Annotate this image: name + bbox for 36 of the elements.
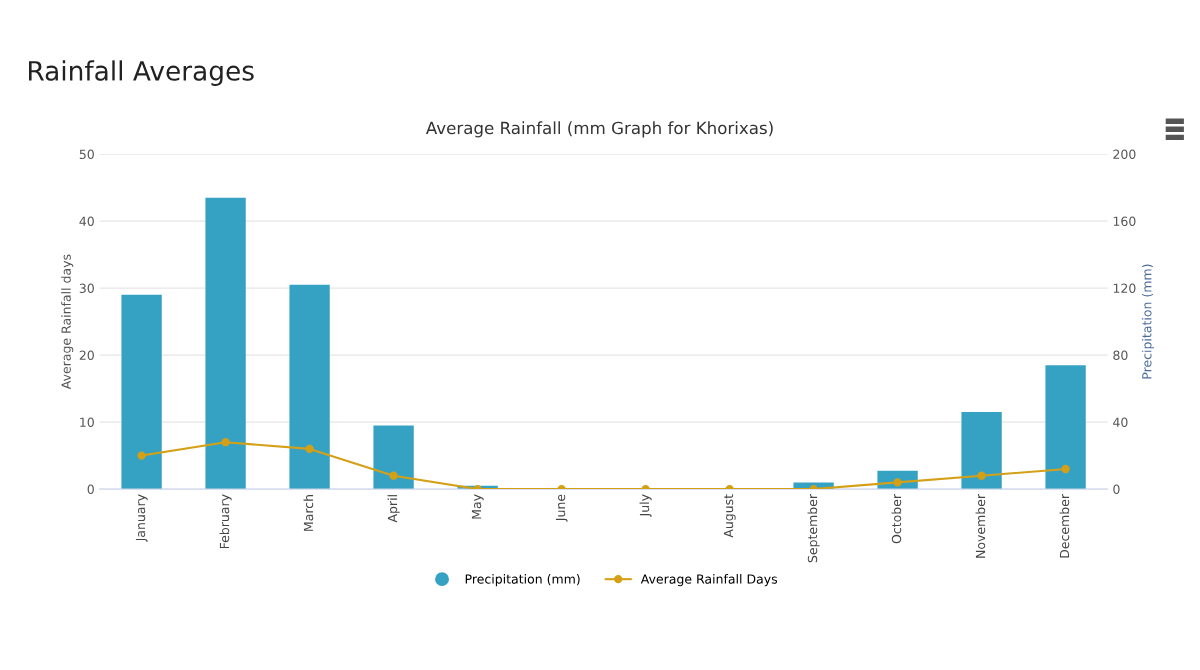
- bar: [121, 294, 162, 490]
- bar: [373, 425, 414, 490]
- legend-label: Average Rainfall Days: [640, 574, 778, 587]
- y-tick-label: 30: [79, 283, 94, 294]
- legend-label: Precipitation (mm): [465, 574, 580, 587]
- y2-tick-label: 160: [1113, 216, 1136, 227]
- x-tick-label: March: [303, 495, 314, 531]
- y-tick-label: 40: [79, 216, 94, 227]
- y-tick-label: 50: [79, 149, 94, 160]
- x-tick-label: June: [555, 494, 568, 522]
- y-tick-label: 20: [79, 350, 94, 361]
- x-tick-label: August: [723, 494, 736, 538]
- y-tick-label: 10: [80, 417, 94, 428]
- x-tick-label: October: [891, 493, 902, 544]
- y-tick-label: 0: [87, 484, 94, 495]
- x-tick-label: May: [471, 494, 484, 519]
- bar: [961, 412, 1002, 490]
- x-tick-label: November: [975, 493, 986, 558]
- bar: [205, 197, 246, 490]
- x-tick-label: December: [1059, 493, 1070, 558]
- bar: [289, 284, 330, 490]
- y2-tick-label: 40: [1113, 417, 1128, 428]
- x-tick-label: September: [807, 493, 820, 563]
- y2-tick-label: 120: [1113, 283, 1136, 294]
- x-tick-label: January: [135, 494, 148, 542]
- y2-tick-label: 0: [1113, 484, 1120, 495]
- bar: [1045, 365, 1086, 490]
- x-tick-label: April: [387, 495, 400, 523]
- y2-axis-title: Precipitation (mm): [1141, 264, 1154, 379]
- x-tick-label: July: [639, 494, 652, 518]
- chart-title: Rainfall Averages: [28, 60, 254, 86]
- chart-subtitle: Average Rainfall (mm Graph for Khorixas): [425, 121, 773, 138]
- y2-tick-label: 200: [1113, 149, 1136, 160]
- y-axis-title: Average Rainfall days: [61, 254, 74, 390]
- y2-tick-label: 80: [1113, 350, 1128, 361]
- x-tick-label: February: [219, 494, 232, 549]
